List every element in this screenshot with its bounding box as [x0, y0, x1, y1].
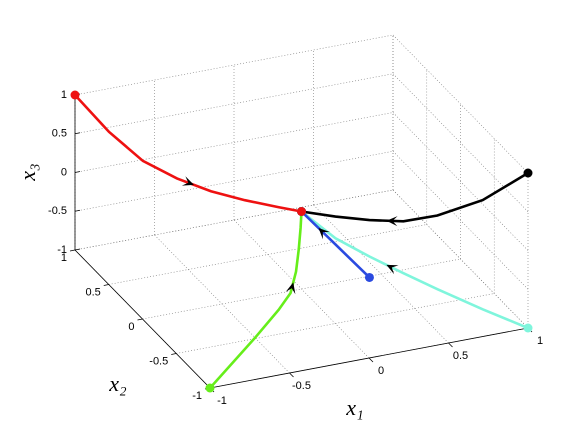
direction-arrow [318, 227, 330, 240]
direction-arrow [285, 282, 296, 295]
trajectory [300, 210, 371, 279]
grid-line [392, 34, 529, 174]
x1-tick-label: 1 [537, 335, 543, 347]
x3-tick-label: -1 [57, 244, 67, 256]
x2-tick-label: 0 [128, 321, 134, 333]
trajectory [209, 211, 303, 389]
direction-arrow [386, 264, 399, 275]
grid-line [154, 234, 290, 374]
x2-tick-label: -1 [192, 390, 202, 402]
x3-tick-label: 0 [61, 166, 67, 178]
x1-tick [368, 357, 374, 363]
x3-tick-label: 0.5 [52, 128, 67, 140]
grid-line [392, 73, 529, 212]
x2-tick [171, 353, 177, 355]
grid-line [74, 73, 394, 135]
x3-tick [74, 209, 81, 212]
x1-tick [289, 372, 294, 378]
x3-tick [74, 248, 81, 251]
x1-tick-label: -0.5 [292, 380, 311, 392]
start-point [70, 90, 80, 100]
x2-tick-label: -0.5 [149, 355, 168, 367]
x3-tick [74, 132, 81, 135]
x2-axis-title: x₂ [108, 371, 127, 396]
x1-tick-label: 0 [378, 365, 384, 377]
x3-tick-label: -0.5 [48, 205, 67, 217]
start-point [523, 168, 533, 178]
x2-tick [103, 284, 109, 286]
start-point [205, 383, 215, 393]
end-point [297, 207, 306, 216]
start-point [364, 272, 374, 282]
x2-tick-label: 1 [61, 252, 67, 264]
trajectory [74, 94, 302, 213]
trajectory [301, 171, 529, 223]
grid-line [392, 112, 529, 251]
trajectory [300, 210, 529, 330]
x1-tick-label: 0.5 [453, 350, 468, 362]
start-point [523, 323, 533, 333]
x3-tick-label: 1 [61, 89, 67, 101]
direction-arrow [386, 216, 398, 227]
x1-tick [448, 342, 453, 348]
grid-line [392, 151, 529, 290]
x1-tick-label: -1 [217, 395, 227, 407]
grid-line [392, 189, 529, 329]
x2-tick-label: 0.5 [85, 286, 100, 298]
x2-tick [69, 249, 76, 252]
x3-axis-title: x₃ [15, 163, 40, 181]
x1-axis-title: x₁ [345, 395, 363, 420]
grid-line [233, 219, 370, 359]
x3-tick [74, 171, 81, 173]
grid-line [313, 204, 449, 344]
grid-line [74, 150, 394, 212]
x2-tick [137, 318, 143, 321]
direction-arrow [181, 176, 194, 186]
